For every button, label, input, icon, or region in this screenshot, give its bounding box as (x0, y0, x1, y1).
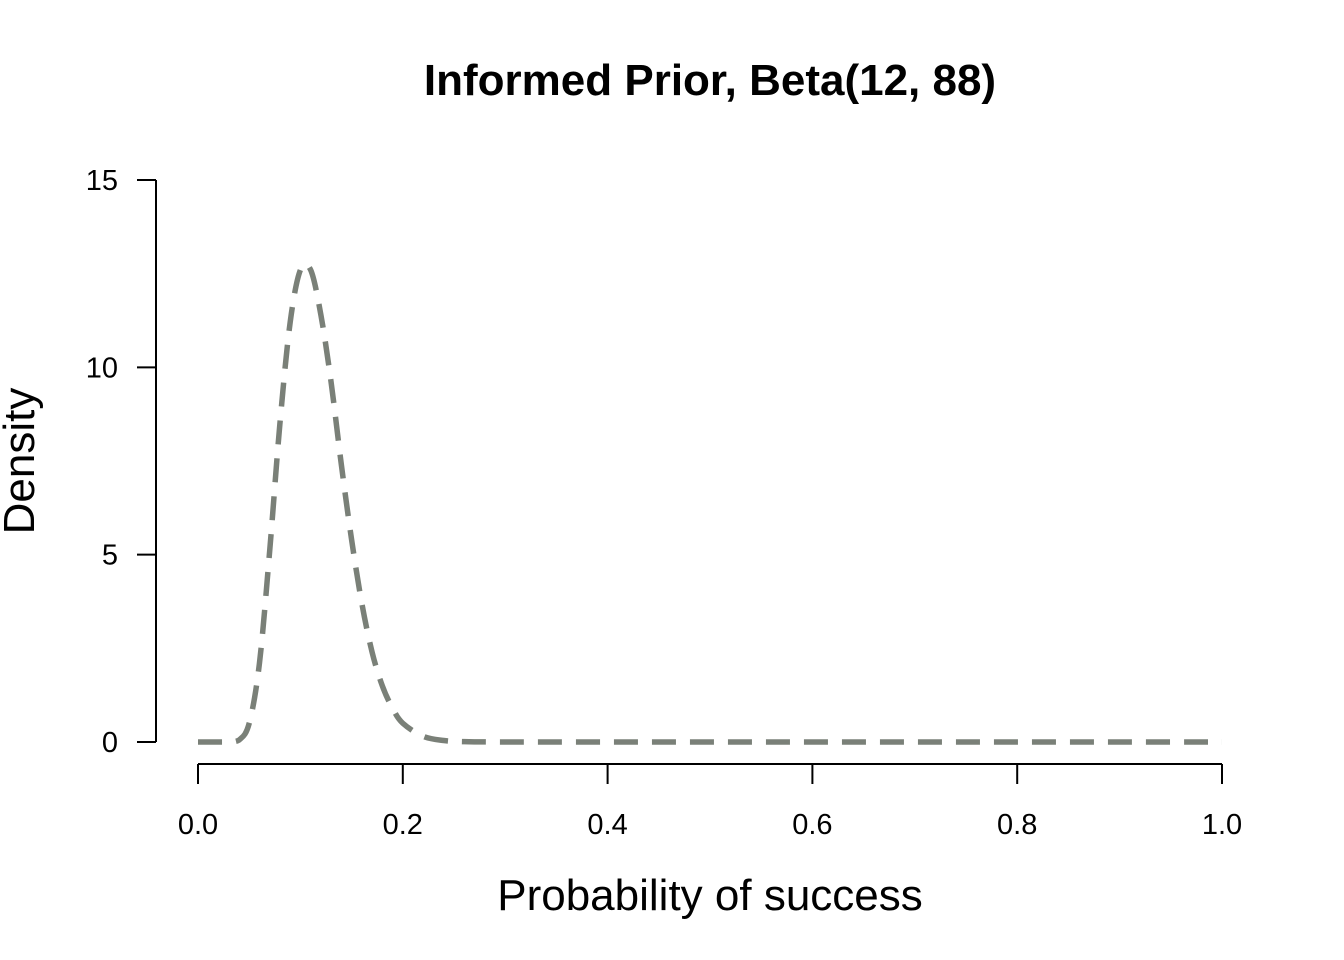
y-tick-label: 0 (102, 727, 118, 759)
y-axis-label: Density (0, 388, 44, 535)
x-tick-label: 0.6 (792, 809, 832, 841)
y-axis: 0 5 10 15 (86, 165, 157, 759)
x-axis: 0.0 0.2 0.4 0.6 0.8 1.0 (178, 763, 1242, 841)
x-tick-label: 0.4 (587, 809, 627, 841)
chart-title: Informed Prior, Beta(12, 88) (424, 56, 996, 105)
plot-area (197, 261, 1222, 745)
y-tick-label: 15 (86, 165, 118, 197)
x-tick-label: 0.2 (383, 809, 423, 841)
x-tick-label: 1.0 (1202, 809, 1242, 841)
x-tick-label: 0.8 (997, 809, 1037, 841)
y-tick-label: 10 (86, 352, 118, 384)
y-tick-label: 5 (102, 540, 118, 572)
x-tick-label: 0.0 (178, 809, 218, 841)
x-axis-label: Probability of success (497, 871, 923, 920)
density-curve (197, 261, 1222, 745)
